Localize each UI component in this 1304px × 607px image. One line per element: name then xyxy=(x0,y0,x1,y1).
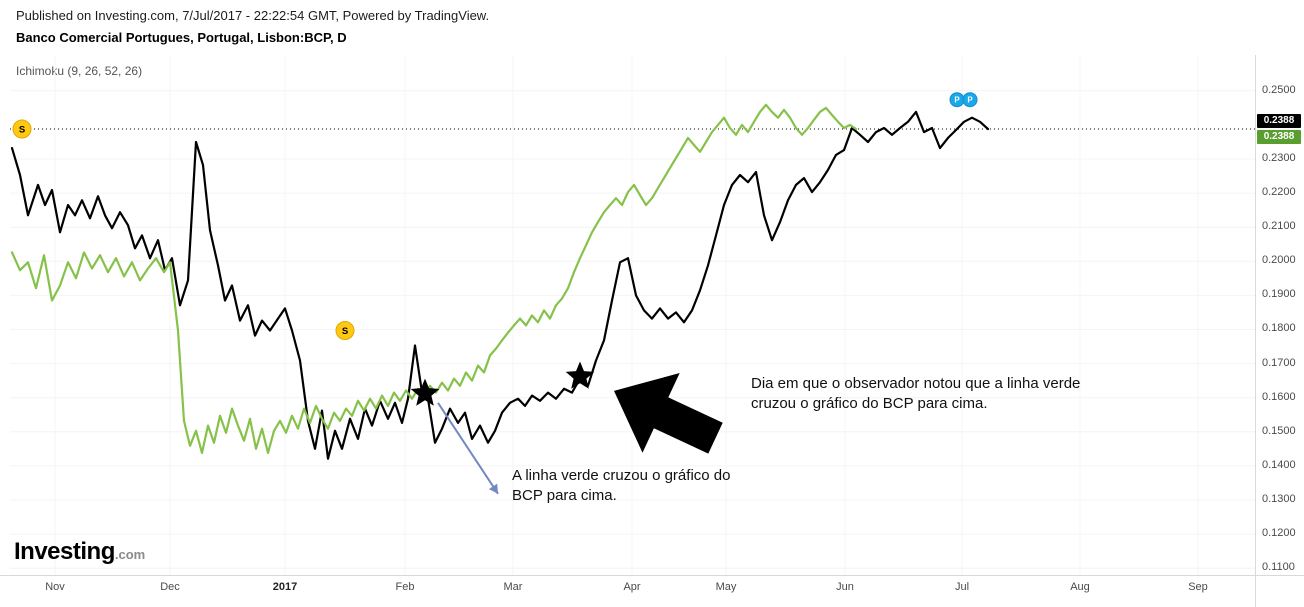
series-line-1 xyxy=(10,103,858,454)
s-badge-label: S xyxy=(19,125,25,136)
x-axis-label: Apr xyxy=(623,581,641,593)
y-axis-label: 0.2300 xyxy=(1262,152,1296,164)
y-axis-label: 0.1800 xyxy=(1262,322,1296,335)
price-badge-last: 0.2388 xyxy=(1257,113,1301,128)
y-axis-label: 0.1900 xyxy=(1262,288,1296,301)
y-axis-label: 0.1300 xyxy=(1262,492,1296,505)
p-badge-label: P xyxy=(967,96,973,105)
y-axis-label: 0.1600 xyxy=(1262,390,1296,403)
y-axis-label: 0.2500 xyxy=(1262,83,1296,96)
annotation-note-right: Dia em que o observador notou que a linh… xyxy=(751,375,1081,413)
x-axis-label: Jul xyxy=(954,581,970,593)
thin-arrow-line xyxy=(437,402,499,495)
star-marker xyxy=(410,378,440,406)
axis-divider-horizontal xyxy=(0,575,1304,576)
y-axis-label: 0.1500 xyxy=(1262,424,1296,437)
star-marker xyxy=(565,361,595,389)
time-axis[interactable]: Nov Dec 2017 Feb Mar Apr May Jun Jul Aug Sep xyxy=(0,579,1304,603)
instrument-title: Banco Comercial Portugues, Portugal, Lis… xyxy=(16,30,347,45)
y-axis-label: 0.2200 xyxy=(1262,186,1296,199)
x-axis-label: Sep xyxy=(1188,581,1208,593)
y-axis-label: 0.2100 xyxy=(1262,220,1296,233)
s-badge-icon xyxy=(12,119,32,139)
y-axis-label: 0.1400 xyxy=(1262,458,1296,471)
axis-divider-vertical xyxy=(1255,55,1256,607)
s-badge-icon xyxy=(335,321,355,340)
x-axis-label: Feb xyxy=(395,581,415,593)
price-axis[interactable]: 0.2500 0.2300 0.2200 0.2100 0.2000 0.1900 0.18… xyxy=(1256,0,1304,575)
x-axis-label: May xyxy=(715,581,737,593)
big-left-arrow xyxy=(614,373,723,454)
y-axis-label: 0.1100 xyxy=(1262,561,1295,574)
p-badge-icon xyxy=(962,92,978,108)
investing-logo: Investing.com xyxy=(14,538,145,566)
x-axis-label: 2017 xyxy=(272,581,298,593)
price-badge-green: 0.2388 xyxy=(1257,129,1301,144)
s-badge-label: S xyxy=(342,326,348,337)
x-axis-label: Dec xyxy=(160,581,180,593)
publish-info: Published on Investing.com, 7/Jul/2017 -… xyxy=(16,8,490,23)
y-axis-label: 0.1700 xyxy=(1262,356,1296,369)
x-axis-label: Nov xyxy=(45,581,65,593)
x-axis-label: Jun xyxy=(836,581,854,593)
logo-suffix: .com xyxy=(114,547,146,562)
y-axis-label: 0.2000 xyxy=(1262,254,1296,267)
x-axis-label: Aug xyxy=(1070,581,1090,593)
x-axis-label: Mar xyxy=(503,581,523,593)
chart-canvas[interactable]: S S P P xyxy=(10,55,1255,575)
series-line-0 xyxy=(10,110,990,460)
p-badge-label: P xyxy=(954,96,960,105)
logo-main: Investing xyxy=(14,538,115,565)
y-axis-label: 0.1200 xyxy=(1262,527,1296,540)
thin-arrow-head xyxy=(488,483,498,494)
annotation-note-bottom: A linha verde cruzou o gráfico do BCP pa… xyxy=(512,467,731,505)
indicator-label: Ichimoku (9, 26, 52, 26) xyxy=(16,64,143,78)
